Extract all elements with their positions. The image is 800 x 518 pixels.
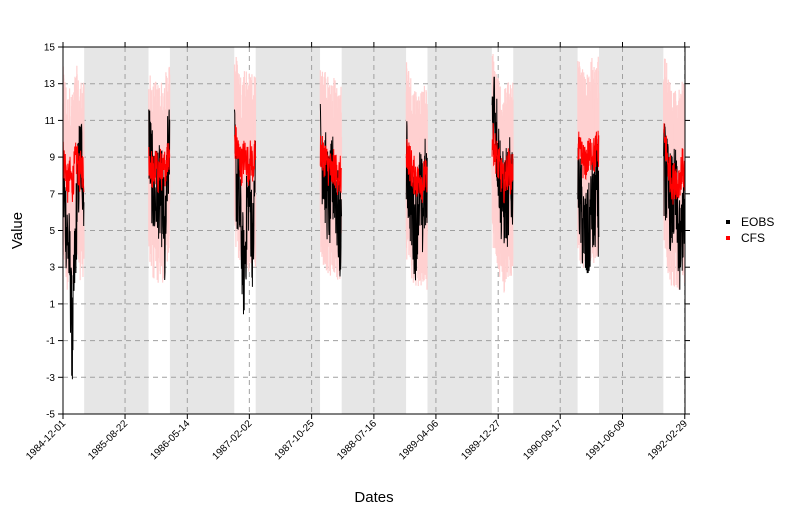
y-tick-label: 11 [45,116,56,127]
y-tick-label: 1 [49,299,55,310]
x-tick-label: 1992-02-29 [646,418,690,462]
y-tick-label: 13 [44,79,56,90]
eobs-line [405,121,428,281]
x-tick-label: 1990-09-17 [521,418,565,462]
x-tick-label: 1989-04-06 [397,418,441,462]
x-tick-label: 1987-02-02 [211,418,255,462]
x-axis-title: Dates [354,489,393,506]
cfs-line [663,123,686,205]
cfs-line [148,143,171,194]
y-tick-label: 3 [49,263,55,274]
eobs-line [663,123,686,290]
legend: EOBS CFS [726,215,774,245]
y-tick-label: -3 [46,373,55,384]
x-tick-label: 1991-06-09 [584,418,628,462]
x-tick-label: 1986-05-14 [148,418,192,462]
x-tick-label: 1987-10-25 [273,418,317,462]
eobs-line [234,109,256,315]
series-lines [62,76,686,380]
cfs-line [491,123,514,204]
y-tick-label: -5 [46,410,55,421]
eobs-line [577,137,600,274]
x-tick-label: 1985-08-22 [86,418,130,462]
cfs-line [234,125,256,186]
eobs-line [62,123,85,380]
x-tick-label: 1984-12-01 [24,418,68,462]
y-tick-label: 9 [49,153,55,164]
legend-swatch-eobs [726,220,730,224]
y-axis-title: Value [9,212,26,249]
cfs-line [62,141,85,203]
cfs-line [319,135,342,196]
y-tick-label: -1 [46,336,55,347]
y-tick-label: 7 [49,189,55,200]
legend-label-eobs: EOBS [741,215,774,229]
x-tick-label: 1988-07-16 [335,418,379,462]
legend-label-cfs: CFS [741,231,765,245]
legend-swatch-cfs [726,236,730,240]
cfs-line [405,138,428,203]
y-tick-label: 5 [49,226,55,237]
y-tick-label: 15 [44,43,56,54]
cfs-line [577,130,600,181]
x-tick-label: 1989-12-27 [459,418,503,462]
